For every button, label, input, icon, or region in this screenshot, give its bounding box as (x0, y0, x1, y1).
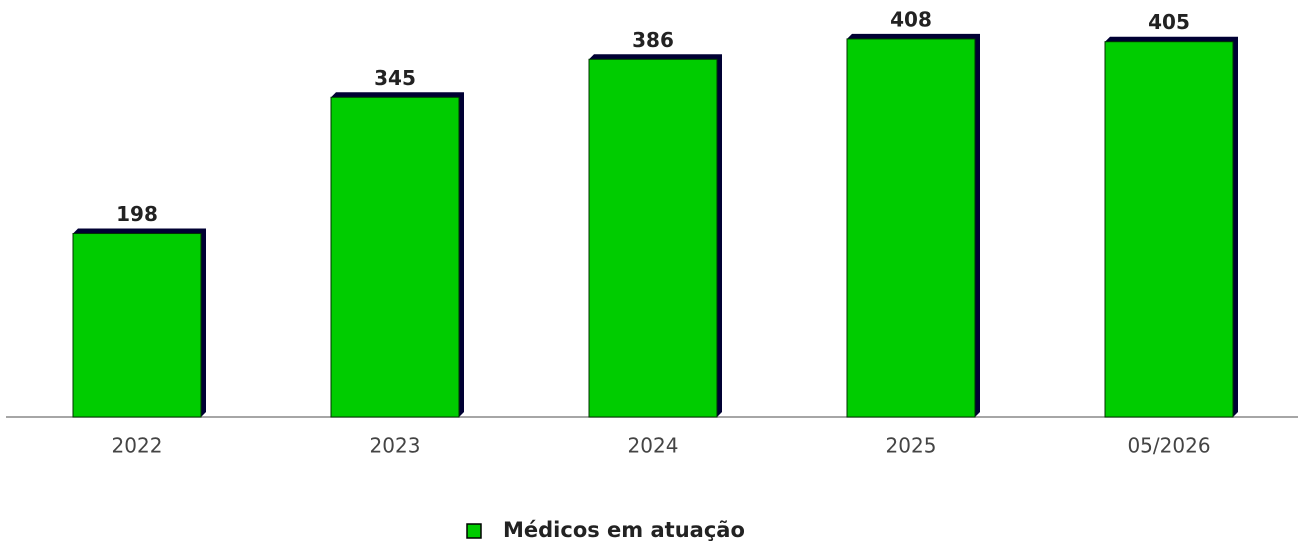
value-label: 408 (890, 7, 932, 31)
value-label: 198 (116, 202, 158, 226)
value-label: 386 (632, 28, 674, 52)
bar (72, 233, 202, 418)
legend-swatch (466, 523, 482, 539)
value-label: 405 (1148, 10, 1190, 34)
x-tick-label: 2023 (370, 434, 421, 458)
x-tick-label: 2025 (886, 434, 937, 458)
bar (846, 38, 976, 418)
bar (588, 58, 718, 418)
bar (330, 96, 460, 418)
x-tick-label: 05/2026 (1127, 434, 1210, 458)
bar (1104, 41, 1234, 418)
value-label: 345 (374, 66, 416, 90)
legend-label: Médicos em atuação (503, 518, 745, 542)
x-tick-label: 2022 (112, 434, 163, 458)
x-tick-label: 2024 (628, 434, 679, 458)
